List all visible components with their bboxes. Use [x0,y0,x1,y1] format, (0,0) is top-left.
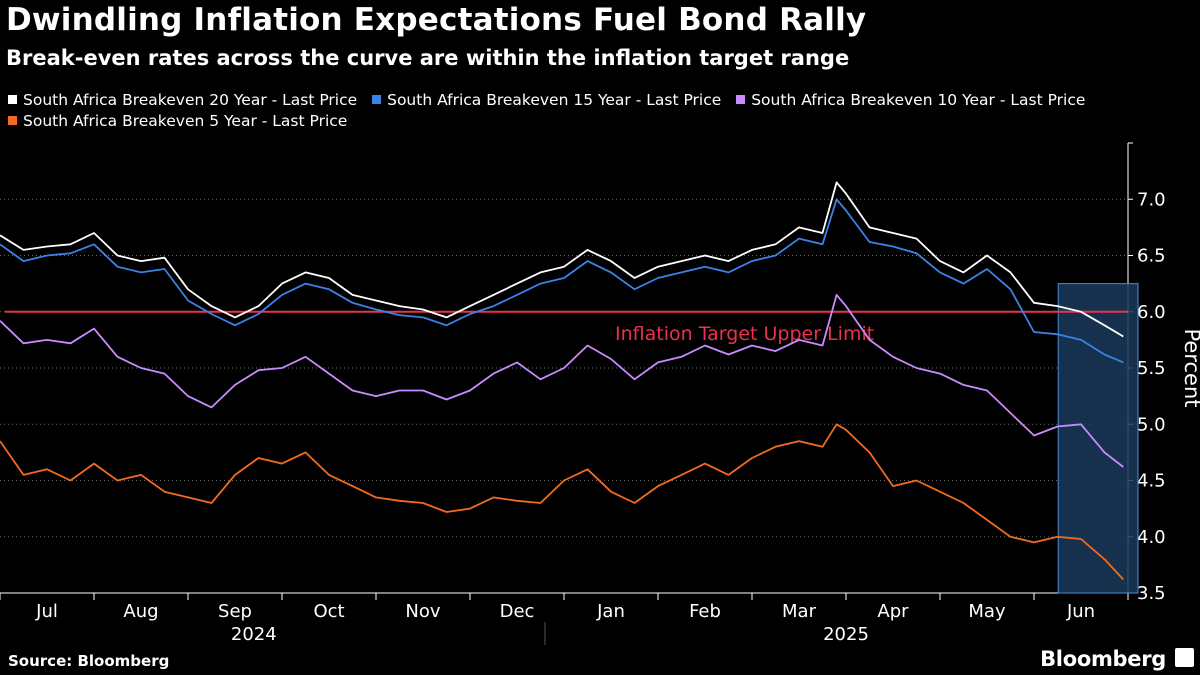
series-line-5y [0,423,1124,581]
y-tick-label: 4.0 [1137,527,1166,548]
x-tick-label: Jan [596,601,625,622]
y-tick-label: 6.0 [1137,302,1166,323]
chart-subtitle: Break-even rates across the curve are wi… [6,46,850,70]
legend-label-15y: South Africa Breakeven 15 Year - Last Pr… [387,91,722,109]
bloomberg-chart-icon [1175,648,1194,667]
x-tick-label: Sep [218,601,252,622]
legend-label-20y: South Africa Breakeven 20 Year - Last Pr… [23,91,358,109]
x-tick-label: Apr [877,601,909,622]
y-tick-label: 6.5 [1137,246,1166,267]
legend-swatch-20y [8,95,17,104]
legend-item-10y: South Africa Breakeven 10 Year - Last Pr… [736,90,1085,111]
series-line-10y [0,293,1124,468]
x-tick-label: Jun [1066,601,1095,622]
legend-item-15y: South Africa Breakeven 15 Year - Last Pr… [372,90,721,111]
series-line-20y [0,181,1124,338]
series-line-15y [0,198,1124,364]
legend-item-20y: South Africa Breakeven 20 Year - Last Pr… [8,90,357,111]
y-tick-label: 7.0 [1137,189,1166,210]
x-tick-label: Oct [313,601,344,622]
legend-swatch-15y [372,95,382,104]
chart-title: Dwindling Inflation Expectations Fuel Bo… [6,2,867,38]
legend-item-5y: South Africa Breakeven 5 Year - Last Pri… [8,111,347,132]
x-tick-label: Feb [689,601,721,622]
x-tick-label: Mar [782,601,817,622]
x-tick-label: Nov [405,601,440,622]
legend-swatch-5y [8,116,17,125]
y-tick-label: 3.5 [1137,583,1166,604]
y-tick-label: 4.5 [1137,471,1166,492]
legend-swatch-10y [736,95,746,104]
year-label: 2025 [823,624,869,645]
legend-label-5y: South Africa Breakeven 5 Year - Last Pri… [23,112,348,130]
y-axis-label: Percent [1180,328,1200,407]
legend: South Africa Breakeven 20 Year - Last Pr… [8,90,1198,132]
highlight-box [1057,283,1139,594]
year-label: 2024 [231,624,277,645]
y-tick-label: 5.0 [1137,414,1166,435]
bloomberg-logo: Bloomberg [1040,647,1166,671]
x-tick-label: Dec [500,601,535,622]
x-tick-label: Aug [123,601,158,622]
y-tick-label: 5.5 [1137,358,1166,379]
legend-label-10y: South Africa Breakeven 10 Year - Last Pr… [751,91,1086,109]
x-tick-label: May [968,601,1006,622]
target-line-label: Inflation Target Upper Limit [615,323,874,345]
x-tick-label: Jul [35,601,58,622]
source-note: Source: Bloomberg [8,652,170,670]
